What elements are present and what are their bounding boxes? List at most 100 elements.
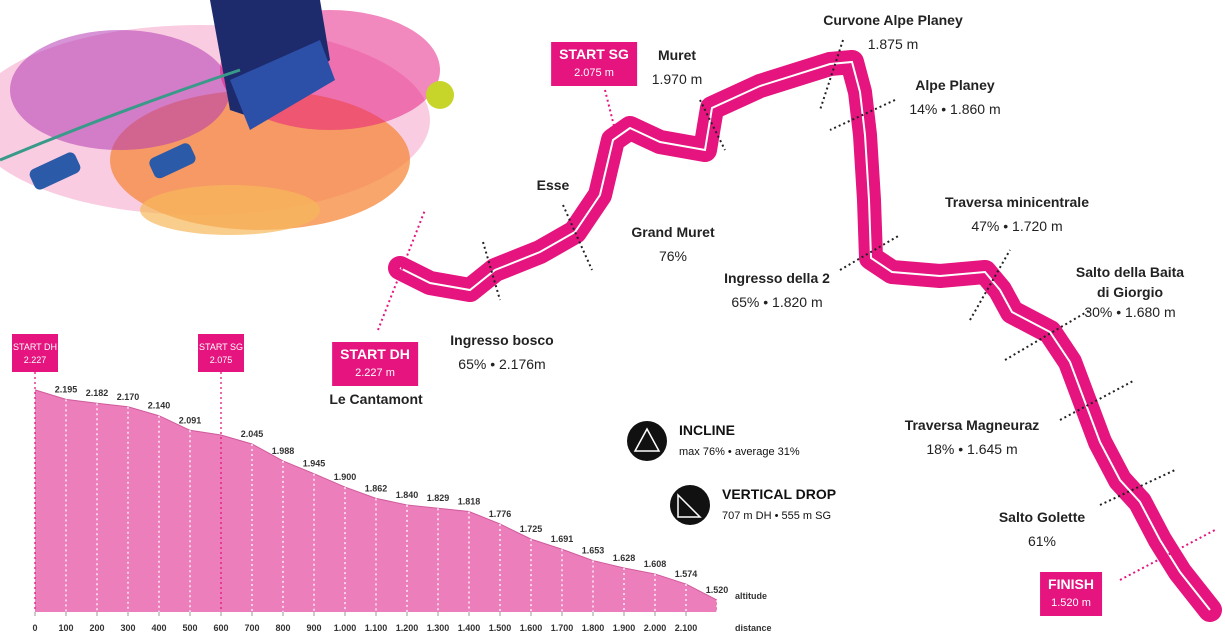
x-tick-label: 1.500	[489, 623, 512, 633]
value-label: 2.182	[86, 388, 109, 398]
value-label: 1.900	[334, 472, 357, 482]
label-name: Ingresso della 2	[724, 266, 830, 290]
x-tick-label: 200	[89, 623, 104, 633]
label-name: Le Cantamont	[329, 387, 422, 411]
x-tick-label: 1.900	[613, 623, 636, 633]
value-label: 2.195	[55, 384, 78, 394]
label-name: Esse	[537, 173, 570, 197]
value-label: 1.653	[582, 546, 605, 556]
course-label: Esse	[537, 173, 570, 197]
x-tick-label: 2.000	[644, 623, 667, 633]
value-label: 1.691	[551, 534, 574, 544]
x-tick-label: 1.600	[520, 623, 543, 633]
label-name: Salto della Baita di Giorgio	[1070, 262, 1190, 302]
y-axis-label: altitude	[735, 591, 767, 601]
value-label: 1.725	[520, 524, 543, 534]
label-name: FINISH	[1048, 575, 1094, 594]
course-label: Le Cantamont	[329, 387, 422, 411]
x-tick-label: 2.100	[675, 623, 698, 633]
label-name: Curvone Alpe Planey	[823, 8, 963, 32]
label-name: START SG	[559, 45, 629, 64]
value-label: 2.045	[241, 429, 264, 439]
label-detail: 2.227 m	[340, 364, 410, 383]
value-label: 1.520	[706, 585, 729, 595]
value-label: 1.840	[396, 490, 419, 500]
label-detail: 14% • 1.860 m	[909, 97, 1000, 121]
x-tick-label: 500	[182, 623, 197, 633]
label-detail: 1.520 m	[1048, 594, 1094, 613]
label-name: Muret	[652, 43, 703, 67]
legend-title: INCLINE	[679, 419, 800, 441]
value-label: 1.818	[458, 496, 481, 506]
x-tick-label: 100	[58, 623, 73, 633]
label-detail: 1.970 m	[652, 67, 703, 91]
x-tick-label: 600	[213, 623, 228, 633]
x-tick-label: 1.400	[458, 623, 481, 633]
value-label: 1.988	[272, 446, 295, 456]
start-label: START DH	[13, 342, 57, 352]
x-tick-label: 1.700	[551, 623, 574, 633]
label-detail: 30% • 1.680 m	[1070, 302, 1190, 322]
value-label: 2.075	[210, 355, 233, 365]
x-tick-label: 1.300	[427, 623, 450, 633]
value-label: 2.140	[148, 401, 171, 411]
x-axis-label: distance	[735, 623, 772, 633]
legend-title: VERTICAL DROP	[722, 483, 836, 505]
label-name: Traversa Magneuraz	[905, 413, 1040, 437]
label-name: Alpe Planey	[909, 73, 1000, 97]
label-detail: 65% • 1.820 m	[724, 290, 830, 314]
label-detail: 2.075 m	[559, 64, 629, 83]
label-detail: 76%	[631, 244, 714, 268]
value-label: 1.608	[644, 559, 667, 569]
label-name: Traversa minicentrale	[945, 190, 1089, 214]
x-tick-label: 900	[306, 623, 321, 633]
value-label: 2.091	[179, 415, 202, 425]
label-detail: 65% • 2.176m	[450, 352, 553, 376]
legend-detail: 707 m DH • 555 m SG	[722, 505, 836, 527]
x-tick-label: 700	[244, 623, 259, 633]
x-tick-label: 800	[275, 623, 290, 633]
value-label: 1.862	[365, 483, 388, 493]
x-tick-label: 0	[32, 623, 37, 633]
value-label: 1.776	[489, 509, 512, 519]
skier-splash	[0, 0, 454, 235]
value-label: 1.829	[427, 493, 450, 503]
value-label: 1.574	[675, 569, 698, 579]
label-detail: 18% • 1.645 m	[905, 437, 1040, 461]
label-name: Ingresso bosco	[450, 328, 553, 352]
start-box	[198, 334, 244, 372]
x-tick-label: 400	[151, 623, 166, 633]
course-label: Salto della Baita di Giorgio30% • 1.680 …	[1070, 262, 1190, 322]
value-label: 2.170	[117, 392, 140, 402]
label-detail: 61%	[999, 529, 1085, 553]
value-label: 1.628	[613, 553, 636, 563]
x-tick-label: 1.100	[365, 623, 388, 633]
start-box	[12, 334, 58, 372]
legend-detail: max 76% • average 31%	[679, 441, 800, 463]
value-label: 2.227	[24, 355, 47, 365]
x-tick-label: 1.200	[396, 623, 419, 633]
label-detail: 1.875 m	[823, 32, 963, 56]
x-tick-label: 300	[120, 623, 135, 633]
page: START DH 2.227 2.195 2.182 2.170 2.140 2.091 ST…	[0, 0, 1225, 634]
label-detail: 47% • 1.720 m	[945, 214, 1089, 238]
x-tick-label: 1.000	[334, 623, 357, 633]
label-name: Salto Golette	[999, 505, 1085, 529]
value-label: 1.945	[303, 459, 326, 469]
x-tick-label: 1.800	[582, 623, 605, 633]
label-name: START DH	[340, 345, 410, 364]
